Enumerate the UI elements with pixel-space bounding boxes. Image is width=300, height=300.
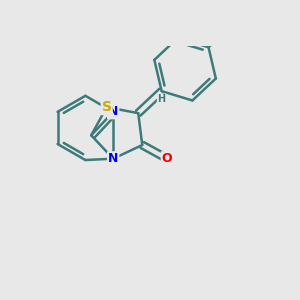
Text: H: H — [158, 94, 166, 104]
Text: N: N — [108, 105, 119, 119]
Text: S: S — [102, 100, 112, 114]
Text: N: N — [108, 152, 119, 165]
Text: O: O — [162, 152, 172, 165]
